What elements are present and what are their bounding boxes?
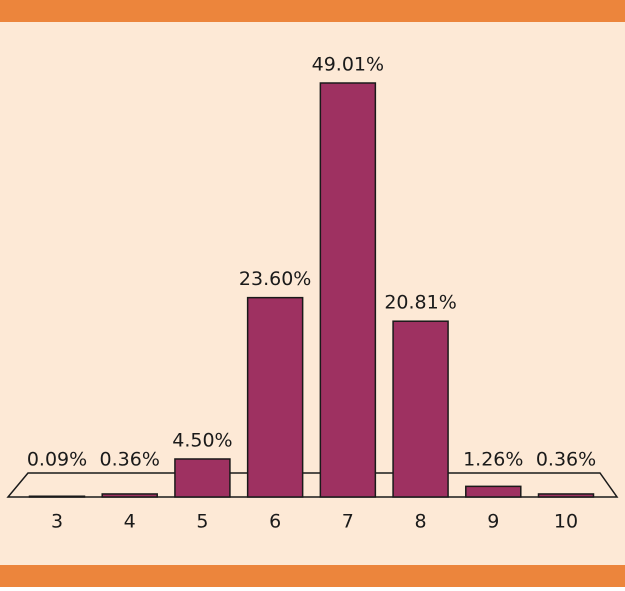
bar [537,493,595,498]
x-tick-label: 9 [487,511,499,533]
x-tick-label: 8 [415,511,427,533]
value-label: 20.81% [384,292,456,314]
bar [174,458,231,498]
value-label: 0.09% [27,449,87,471]
x-tick-label: 7 [342,511,354,533]
value-label: 49.01% [312,54,384,76]
x-tick-label: 3 [51,511,63,533]
value-label: 0.36% [536,449,596,471]
x-tick-label: 10 [554,511,578,533]
value-label: 4.50% [172,429,232,451]
value-label: 0.36% [100,449,160,471]
bar [28,495,86,498]
value-label: 1.26% [463,449,523,471]
bar [101,493,158,498]
x-tick-label: 4 [124,511,136,533]
x-tick-label: 5 [196,511,208,533]
top-band [0,0,625,22]
bar [392,320,449,498]
x-tick-label: 6 [269,511,281,533]
bar [246,296,304,498]
value-label: 23.60% [239,268,311,290]
bar [319,82,377,498]
bar [465,485,522,498]
bottom-band [0,565,625,587]
